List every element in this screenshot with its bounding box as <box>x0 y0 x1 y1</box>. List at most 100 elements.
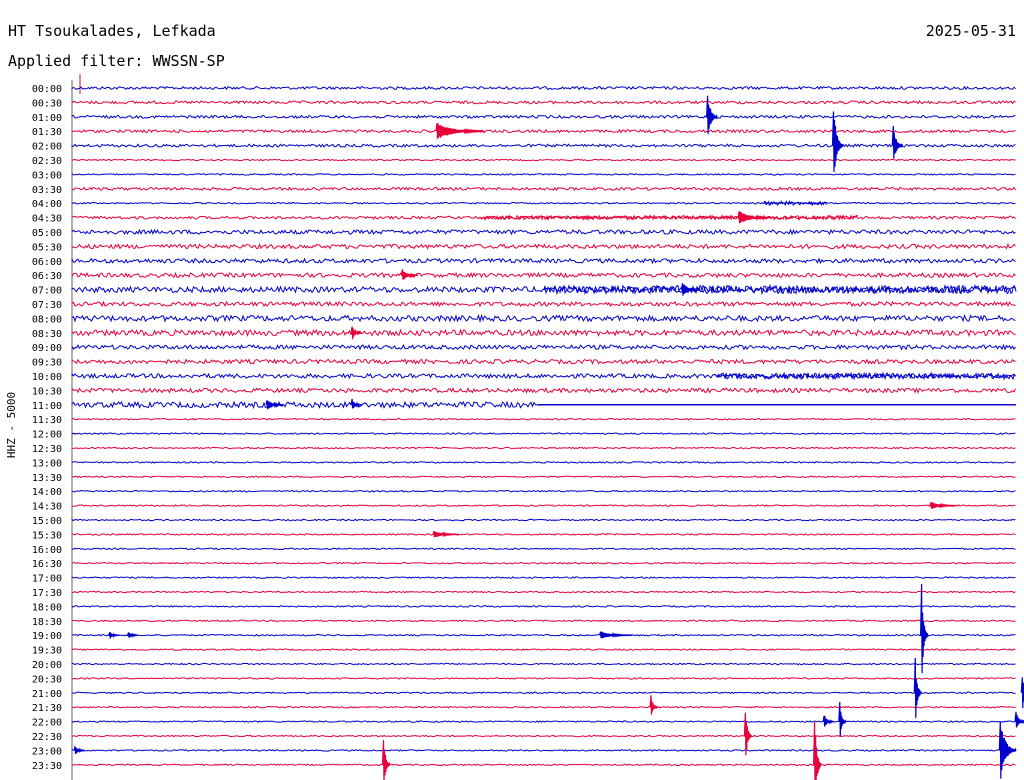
trace-2000 <box>71 662 1016 666</box>
row-label: 22:00 <box>32 718 62 729</box>
trace-1830 <box>71 619 1016 623</box>
event-spike <box>350 398 362 409</box>
trace-0200 <box>71 143 1016 148</box>
row-label: 08:30 <box>32 329 62 340</box>
station-title: HT Tsoukalades, Lefkada <box>8 22 216 40</box>
row-label: 03:00 <box>32 170 62 181</box>
trace-0800 <box>71 313 1016 324</box>
event-spike <box>737 211 771 224</box>
trace-1400 <box>71 489 1016 493</box>
row-label: 05:00 <box>32 228 62 239</box>
row-label: 11:00 <box>32 401 62 412</box>
trace-0000 <box>71 85 1016 91</box>
trace-1230 <box>71 446 1016 450</box>
trace-0930 <box>71 358 1016 365</box>
event-spike <box>891 125 904 159</box>
row-label: 23:30 <box>32 761 62 772</box>
row-label: 04:30 <box>32 214 62 225</box>
row-label: 07:00 <box>32 286 62 297</box>
event-spike <box>680 283 699 296</box>
row-label: 09:00 <box>32 343 62 354</box>
row-label: 16:30 <box>32 559 62 570</box>
trace-1630 <box>71 561 1016 565</box>
trace-2330 <box>71 763 1016 767</box>
event-spike <box>822 715 834 727</box>
row-label: 03:30 <box>32 185 62 196</box>
row-label: 02:30 <box>32 156 62 167</box>
filter-label: Applied filter: WWSSN-SP <box>8 52 225 70</box>
row-label: 14:00 <box>32 487 62 498</box>
trace-0300 <box>71 172 1016 176</box>
row-label: 21:30 <box>32 703 62 714</box>
event-spike <box>1020 677 1024 709</box>
trace-1330 <box>71 475 1016 479</box>
trace-0830 <box>71 328 1016 338</box>
trace-1930 <box>71 648 1016 651</box>
event-spike <box>381 740 391 780</box>
event-spike <box>706 95 718 135</box>
row-label: 17:00 <box>32 574 62 585</box>
event-spike <box>831 111 844 173</box>
row-label: 00:30 <box>32 98 62 109</box>
row-label: 05:30 <box>32 242 62 253</box>
row-label: 13:30 <box>32 473 62 484</box>
trace-2230 <box>71 734 1016 738</box>
trace-0500 <box>71 228 1016 236</box>
event-spike <box>838 701 847 737</box>
event-spike <box>127 632 139 639</box>
trace-2030 <box>71 677 1016 680</box>
event-spike <box>400 269 419 280</box>
row-label: 20:00 <box>32 660 62 671</box>
noise-burst <box>543 283 1017 296</box>
event-spike <box>435 123 485 139</box>
trace-1530 <box>71 533 1016 536</box>
trace-0530 <box>71 242 1016 250</box>
trace-1600 <box>71 547 1016 551</box>
row-label: 13:00 <box>32 458 62 469</box>
trace-0230 <box>71 158 1016 162</box>
row-label: 23:00 <box>32 746 62 757</box>
row-label: 06:30 <box>32 271 62 282</box>
event-spike <box>649 695 658 715</box>
row-label: 19:30 <box>32 646 62 657</box>
noise-burst <box>716 371 1016 381</box>
row-label: 18:30 <box>32 617 62 628</box>
event-spike <box>929 502 957 509</box>
trace-1430 <box>71 504 1016 507</box>
row-label: 12:30 <box>32 444 62 455</box>
row-label: 20:30 <box>32 674 62 685</box>
trace-0730 <box>71 300 1016 308</box>
trace-1200 <box>71 432 1016 436</box>
trace-1900 <box>71 633 1016 637</box>
row-label: 01:00 <box>32 113 62 124</box>
row-label: 09:30 <box>32 358 62 369</box>
trace-0130 <box>71 128 1016 134</box>
trace-0600 <box>71 257 1016 265</box>
row-label: 16:00 <box>32 545 62 556</box>
row-label: 14:30 <box>32 502 62 513</box>
row-label: 08:00 <box>32 314 62 325</box>
row-label: 07:30 <box>32 300 62 311</box>
plot-date: 2025-05-31 <box>925 22 1016 40</box>
row-label: 10:00 <box>32 372 62 383</box>
trace-1030 <box>71 386 1016 394</box>
event-spike <box>1014 711 1024 728</box>
trace-1730 <box>71 590 1016 594</box>
row-label: 12:00 <box>32 430 62 441</box>
noise-burst <box>763 199 827 207</box>
event-spike <box>432 531 460 538</box>
row-label: 01:30 <box>32 127 62 138</box>
event-spike <box>920 583 929 674</box>
event-spike <box>743 712 753 756</box>
event-spike <box>998 721 1017 779</box>
trace-1700 <box>71 576 1016 579</box>
row-label: 06:00 <box>32 257 62 268</box>
row-label: 21:00 <box>32 689 62 700</box>
row-label: 15:00 <box>32 516 62 527</box>
trace-0630 <box>71 271 1016 279</box>
trace-1000 <box>71 372 1016 380</box>
trace-1500 <box>71 518 1016 522</box>
event-spike <box>813 721 822 780</box>
